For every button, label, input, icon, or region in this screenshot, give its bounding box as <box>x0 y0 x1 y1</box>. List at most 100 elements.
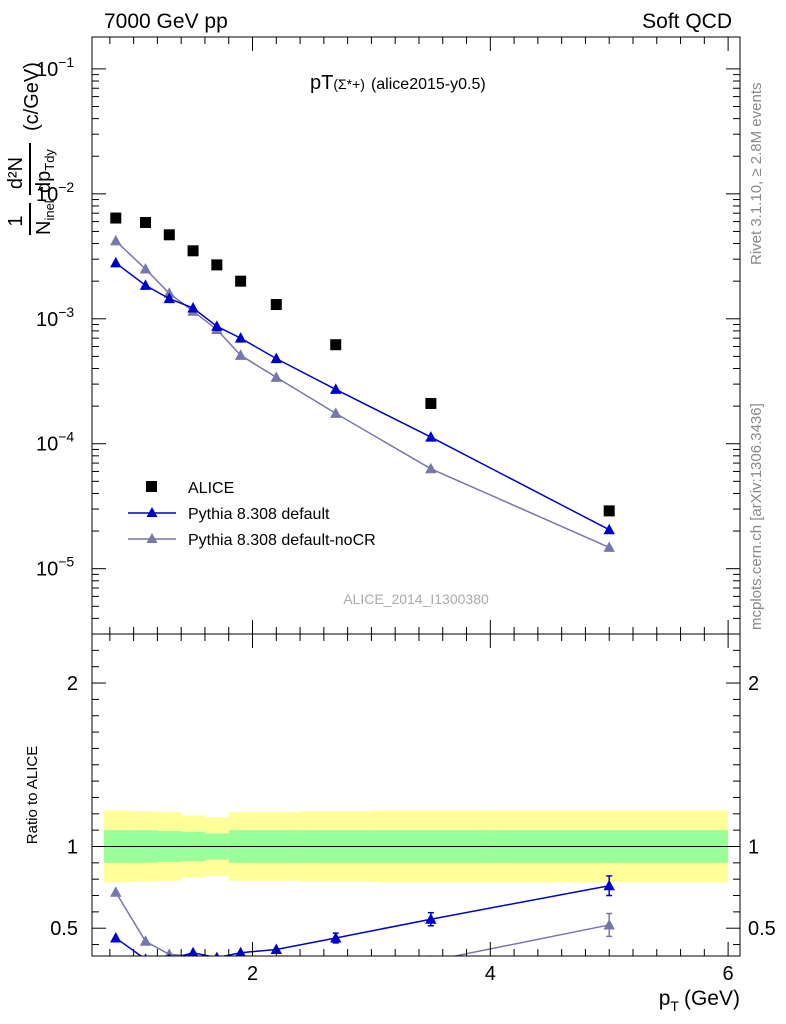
main-y-tick-base: 10 <box>36 434 58 456</box>
main-plot: 10−510−410−310−210−1 pT(Σ*+) (alice2015-y… <box>5 36 741 635</box>
main-point-nocr <box>234 349 247 360</box>
main-point-alice <box>425 397 437 409</box>
ylabel-prefix-num: 1 <box>5 215 27 226</box>
ratio-point-nocr <box>603 918 615 930</box>
main-y-tick-exp: −4 <box>58 429 74 445</box>
main-point-nocr <box>110 234 122 246</box>
main-point-nocr <box>139 263 152 274</box>
legend-marker-alice <box>146 481 157 492</box>
main-point-alice <box>163 229 175 241</box>
ratio-y-tick-label: 1 <box>67 836 78 858</box>
analysis-id: ALICE_2014_I1300380 <box>343 591 489 607</box>
main-point-alice <box>187 245 199 257</box>
main-y-tick-exp: −1 <box>58 54 74 70</box>
ratio-point-nocr <box>235 963 246 974</box>
main-point-default <box>425 431 437 442</box>
main-y-tick-base: 10 <box>36 559 58 581</box>
main-point-nocr <box>163 287 175 298</box>
ylabel-den-main: dp <box>33 171 55 193</box>
ratio-y-tick-label: 0.5 <box>50 918 78 940</box>
ratio-point-nocr <box>330 958 341 969</box>
main-line-default <box>115 262 610 531</box>
ratio-plot: 0.5 0.5 1 1 2 2 2 4 6 Ratio to ALICE pT (GeV) <box>24 633 776 1014</box>
x-axis-label-main: p <box>659 987 671 1010</box>
main-y-tick-label: 10−3 <box>36 304 74 331</box>
main-y-tick-label: 10−4 <box>36 429 74 456</box>
main-y-tick-base: 10 <box>36 184 58 206</box>
main-y-tick-exp: −2 <box>58 179 74 195</box>
main-point-default <box>603 523 615 535</box>
legend-marker-nocr <box>146 533 158 543</box>
main-y-tick-exp: −5 <box>58 554 74 570</box>
ratio-y-axis-label: Ratio to ALICE <box>24 746 41 844</box>
plot-title-paren: (Σ*+) <box>333 76 365 92</box>
main-y-tick-label: 10−1 <box>36 54 74 81</box>
ratio-y-tick-label-right: 1 <box>748 836 759 858</box>
main-point-alice <box>330 339 342 351</box>
ratio-line-nocr <box>115 891 610 956</box>
main-point-default <box>211 320 223 331</box>
x-axis-label-unit: (GeV) <box>684 987 740 1010</box>
main-point-default <box>234 332 247 343</box>
ratio-point-default <box>270 943 282 954</box>
main-point-nocr <box>330 407 342 418</box>
main-point-alice <box>603 505 615 517</box>
plot-title: pT(Σ*+) (alice2015-y0.5) <box>310 72 486 94</box>
ratio-x-tick-label: 6 <box>723 963 734 985</box>
ylabel-den-sub: Tdy <box>42 149 57 171</box>
ratio-y-tick-label: 2 <box>67 673 78 695</box>
rivet-label: Rivet 3.1.10, ≥ 2.8M events <box>748 83 765 266</box>
ratio-point-default <box>144 953 147 956</box>
ratio-x-tick-label: 2 <box>247 963 258 985</box>
x-axis-label: pT (GeV) <box>659 987 740 1014</box>
main-point-nocr <box>425 462 437 474</box>
mcplots-label: mcplots.cern.ch [arXiv:1306.3436] <box>748 403 765 630</box>
main-y-tick-label: 10−5 <box>36 554 74 581</box>
main-point-alice <box>211 259 223 271</box>
main-y-tick-base: 10 <box>36 59 58 81</box>
ratio-point-nocr <box>271 961 282 972</box>
main-point-alice <box>235 275 247 287</box>
x-axis-label-sub: T <box>670 998 679 1014</box>
ratio-point-nocr <box>110 886 122 897</box>
ratio-point-default <box>235 946 246 956</box>
main-point-default <box>270 352 282 364</box>
ratio-point-default <box>603 879 615 891</box>
main-line-nocr <box>115 240 610 549</box>
ylabel-prefix-den-sub: inel <box>42 200 57 220</box>
main-point-alice <box>140 216 152 228</box>
ylabel-num: d²N <box>5 157 27 189</box>
main-point-nocr <box>603 541 615 552</box>
main-plot-ticks: 10−510−410−310−210−1 <box>36 37 740 635</box>
collision-label: 7000 GeV pp <box>104 10 228 33</box>
plot-title-main: pT <box>310 72 333 94</box>
main-point-nocr <box>270 371 282 382</box>
ratio-y-tick-label-right: 2 <box>748 673 759 695</box>
ratio-plot-ticks: 0.5 0.5 1 1 2 2 2 4 6 <box>50 634 776 985</box>
ratio-plot-frame <box>91 633 741 957</box>
main-plot-data <box>110 212 615 552</box>
main-point-default <box>139 279 152 290</box>
legend-label-nocr: Pythia 8.308 default-noCR <box>188 532 376 549</box>
ratio-point-default <box>110 932 122 943</box>
main-point-default <box>187 301 199 313</box>
main-point-default <box>330 383 342 394</box>
ratio-x-tick-label: 4 <box>485 963 496 985</box>
ratio-point-default <box>425 913 437 924</box>
legend-label-alice: ALICE <box>188 480 234 497</box>
ylabel-prefix-den-main: N <box>33 221 55 235</box>
ylabel-den: dpTdy <box>33 149 57 193</box>
main-point-alice <box>110 212 122 224</box>
ratio-point-default <box>167 953 171 956</box>
ratio-point-default <box>330 932 342 943</box>
ylabel-prefix-den: Ninel <box>33 200 57 235</box>
ratio-point-nocr <box>139 935 152 946</box>
category-label: Soft QCD <box>642 10 732 33</box>
plot-title-tail: (alice2015-y0.5) <box>371 76 486 93</box>
main-point-default <box>110 256 122 268</box>
ratio-plot-data <box>110 875 615 974</box>
ratio-point-default <box>188 946 199 956</box>
main-y-tick-label: 10−2 <box>36 179 74 206</box>
ratio-point-nocr <box>165 948 174 956</box>
